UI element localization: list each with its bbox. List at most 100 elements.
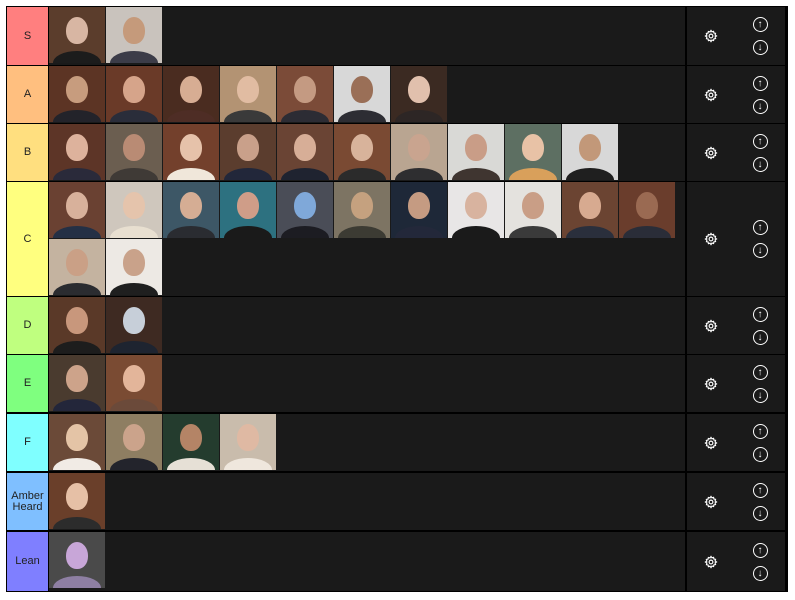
person-thumbnail[interactable] (49, 473, 105, 529)
person-thumbnail[interactable] (220, 66, 276, 122)
arrow-up-icon[interactable]: ↑ (752, 542, 768, 558)
tier-row: C ↑ ↓ (7, 182, 787, 296)
arrow-down-icon[interactable]: ↓ (752, 156, 768, 172)
person-thumbnail[interactable] (163, 66, 219, 122)
person-head (123, 365, 145, 392)
person-thumbnail[interactable] (277, 124, 333, 180)
arrow-up-icon[interactable]: ↑ (752, 482, 768, 498)
person-thumbnail[interactable] (49, 182, 105, 238)
arrow-down-icon[interactable]: ↓ (752, 98, 768, 114)
person-thumbnail[interactable] (49, 66, 105, 122)
person-thumbnail[interactable] (619, 182, 675, 238)
tier-controls: ↑ ↓ (687, 124, 785, 181)
person-thumbnail[interactable] (505, 182, 561, 238)
person-thumbnail[interactable] (49, 124, 105, 180)
arrow-down-icon[interactable]: ↓ (752, 446, 768, 462)
person-thumbnail[interactable] (49, 297, 105, 353)
arrow-up-icon[interactable]: ↑ (752, 75, 768, 91)
person-thumbnail[interactable] (277, 182, 333, 238)
person-thumbnail[interactable] (562, 182, 618, 238)
person-thumbnail[interactable] (163, 182, 219, 238)
person-thumbnail[interactable] (448, 182, 504, 238)
person-thumbnail[interactable] (163, 124, 219, 180)
person-head (294, 134, 316, 161)
tier-items (49, 414, 687, 471)
person-thumbnail[interactable] (49, 239, 105, 295)
person-thumbnail[interactable] (106, 355, 162, 411)
gear-icon[interactable] (687, 87, 735, 102)
arrow-up-icon[interactable]: ↑ (752, 364, 768, 380)
person-body (110, 341, 158, 353)
person-thumbnail[interactable] (106, 297, 162, 353)
person-thumbnail[interactable] (49, 355, 105, 411)
gear-icon[interactable] (687, 232, 735, 246)
person-head (123, 424, 145, 451)
arrow-down-icon[interactable]: ↓ (752, 565, 768, 581)
tier-label[interactable]: B (7, 124, 49, 181)
person-thumbnail[interactable] (49, 414, 105, 470)
person-thumbnail[interactable] (562, 124, 618, 180)
person-thumbnail[interactable] (106, 124, 162, 180)
person-body (167, 110, 215, 122)
arrow-down-icon[interactable]: ↓ (752, 505, 768, 521)
gear-icon[interactable] (687, 435, 735, 450)
person-thumbnail[interactable] (106, 239, 162, 295)
person-thumbnail[interactable] (106, 7, 162, 63)
tier-label[interactable]: Amber Heard (7, 473, 49, 530)
arrow-up-icon[interactable]: ↑ (752, 133, 768, 149)
person-thumbnail[interactable] (334, 182, 390, 238)
arrow-up-icon[interactable]: ↑ (752, 220, 768, 235)
arrow-down-icon[interactable]: ↓ (752, 40, 768, 55)
person-thumbnail[interactable] (106, 182, 162, 238)
person-head (579, 134, 601, 161)
person-thumbnail[interactable] (334, 66, 390, 122)
person-body (281, 226, 329, 238)
person-thumbnail[interactable] (163, 414, 219, 470)
person-body (224, 226, 272, 238)
tier-row: B ↑ ↓ (7, 124, 787, 181)
person-thumbnail[interactable] (106, 414, 162, 470)
person-thumbnail[interactable] (391, 124, 447, 180)
person-thumbnail[interactable] (220, 182, 276, 238)
tier-label[interactable]: D (7, 297, 49, 354)
tier-label[interactable]: F (7, 414, 49, 471)
arrow-up-icon[interactable]: ↑ (752, 306, 768, 322)
person-thumbnail[interactable] (505, 124, 561, 180)
person-thumbnail[interactable] (49, 532, 105, 588)
gear-icon[interactable] (687, 145, 735, 160)
arrow-up-icon[interactable]: ↑ (752, 17, 768, 32)
person-thumbnail[interactable] (106, 66, 162, 122)
gear-icon[interactable] (687, 376, 735, 391)
person-thumbnail[interactable] (334, 124, 390, 180)
gear-icon[interactable] (687, 494, 735, 509)
person-head (351, 192, 373, 219)
person-thumbnail[interactable] (391, 182, 447, 238)
person-thumbnail[interactable] (448, 124, 504, 180)
person-thumbnail[interactable] (391, 66, 447, 122)
arrow-up-icon[interactable]: ↑ (752, 423, 768, 439)
person-thumbnail[interactable] (220, 414, 276, 470)
person-head (123, 134, 145, 161)
person-body (395, 110, 443, 122)
person-body (224, 458, 272, 470)
tier-label[interactable]: S (7, 7, 49, 65)
person-head (180, 424, 202, 451)
tier-label[interactable]: A (7, 66, 49, 123)
person-head (123, 307, 145, 334)
person-thumbnail[interactable] (277, 66, 333, 122)
person-thumbnail[interactable] (49, 7, 105, 63)
gear-icon[interactable] (687, 29, 735, 43)
tier-row: D ↑ ↓ (7, 297, 787, 354)
arrow-down-icon[interactable]: ↓ (752, 387, 768, 403)
gear-icon[interactable] (687, 318, 735, 333)
arrow-down-icon[interactable]: ↓ (752, 243, 768, 258)
person-thumbnail[interactable] (220, 124, 276, 180)
tier-label[interactable]: C (7, 182, 49, 296)
arrow-down-icon[interactable]: ↓ (752, 329, 768, 345)
tier-label[interactable]: E (7, 355, 49, 412)
tier-items (49, 473, 687, 530)
tier-items (49, 66, 687, 123)
tier-label[interactable]: Lean (7, 532, 49, 591)
gear-icon[interactable] (687, 554, 735, 569)
person-head (294, 76, 316, 103)
